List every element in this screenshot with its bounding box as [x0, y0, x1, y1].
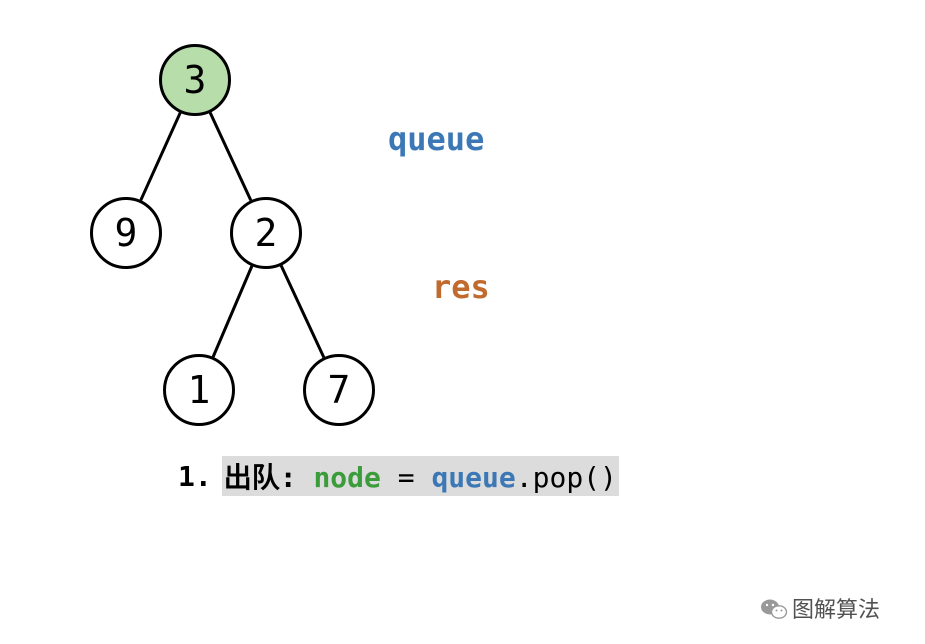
- wechat-icon: [760, 597, 786, 619]
- tree-edge: [281, 266, 324, 358]
- tree-node: 2: [230, 197, 302, 269]
- code-token: .pop(): [516, 461, 617, 494]
- res-label: res: [432, 268, 490, 306]
- step-number: 1.: [178, 460, 212, 493]
- tree-edge: [210, 113, 251, 201]
- diagram-canvas: 39217 queue res 1. 出队: node = queue.pop(…: [0, 0, 925, 644]
- code-snippet: 出队: node = queue.pop(): [222, 456, 619, 496]
- code-token: 出队:: [224, 461, 314, 494]
- queue-label: queue: [388, 120, 484, 158]
- tree-node: 9: [90, 197, 162, 269]
- code-token: node: [313, 461, 380, 494]
- code-token: queue: [431, 461, 515, 494]
- tree-node: 7: [303, 354, 375, 426]
- watermark: 图解算法: [760, 592, 880, 624]
- watermark-text: 图解算法: [792, 592, 880, 624]
- tree-edges: [0, 0, 925, 644]
- tree-edge: [213, 266, 252, 357]
- code-token: =: [381, 461, 432, 494]
- code-caption: 1. 出队: node = queue.pop(): [178, 456, 619, 496]
- tree-node: 3: [159, 44, 231, 116]
- tree-edge: [141, 113, 180, 200]
- tree-node: 1: [163, 354, 235, 426]
